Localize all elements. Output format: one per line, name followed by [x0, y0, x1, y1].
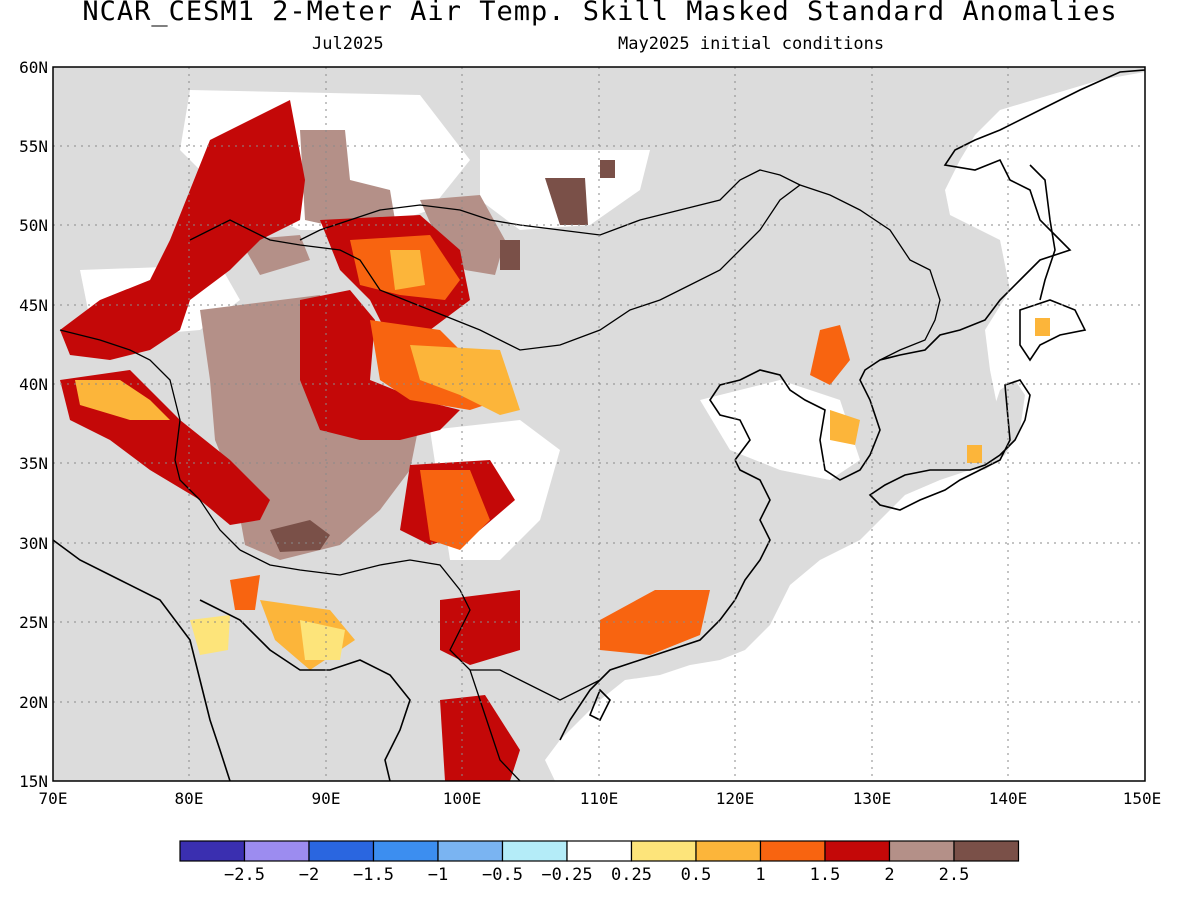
x-tick-label: 70E — [39, 789, 68, 808]
colorbar-label: 2 — [884, 865, 894, 885]
y-tick-label: 40N — [19, 375, 48, 394]
anomaly-0.25-0.5 — [190, 615, 230, 655]
anomaly-above-2.5 — [545, 178, 588, 225]
anomaly-above-2.5 — [600, 160, 615, 178]
colorbar-label: −1.5 — [353, 865, 394, 885]
national-borders — [59, 169, 941, 781]
colorbar-label: 0.5 — [681, 865, 712, 885]
colorbar-swatch — [695, 840, 762, 862]
anomaly-0.5-1 — [410, 345, 520, 415]
colorbar-swatch — [501, 840, 568, 862]
anomaly-0.25-0.5 — [300, 620, 345, 660]
colorbar-swatch — [630, 840, 697, 862]
colorbar: −2.5 −2 −1.5 −1 −0.5 −0.25 0.25 0.5 1 1.5 2 2.5 — [179, 840, 1020, 885]
x-tick-label: 140E — [989, 789, 1028, 808]
y-axis: 15N 20N 25N 30N 35N 40N 45N 50N 55N 60N — [19, 58, 48, 791]
anomaly-0.5-1 — [967, 445, 982, 463]
x-tick-label: 130E — [853, 789, 892, 808]
x-tick-label: 100E — [443, 789, 482, 808]
map-frame — [52, 66, 1146, 782]
y-tick-label: 15N — [19, 772, 48, 791]
colorbar-label: −2.5 — [224, 865, 265, 885]
y-tick-label: 35N — [19, 454, 48, 473]
anomaly-1-1.5 — [420, 470, 490, 550]
colorbar-label: 0.25 — [611, 865, 652, 885]
anomaly-1.5-2 — [300, 290, 460, 440]
anomaly-1.5-2 — [440, 590, 520, 665]
colorbar-swatch — [308, 840, 375, 862]
x-tick-label: 90E — [312, 789, 341, 808]
y-tick-label: 20N — [19, 693, 48, 712]
colorbar-label: −2 — [299, 865, 319, 885]
anomaly-1-1.5 — [810, 325, 850, 385]
anomaly-0.5-1 — [75, 380, 170, 420]
y-tick-label: 30N — [19, 534, 48, 553]
colorbar-swatch — [437, 840, 504, 862]
x-tick-label: 120E — [716, 789, 755, 808]
anomaly-2-2.5 — [300, 130, 395, 230]
gridlines — [53, 67, 1145, 781]
x-axis: 70E 80E 90E 100E 110E 120E 130E 140E 150… — [39, 789, 1162, 808]
colorbar-label: 1.5 — [810, 865, 841, 885]
target-month: Jul2025 — [312, 34, 384, 54]
colorbar-swatch — [179, 840, 246, 862]
colorbar-swatch — [243, 840, 310, 862]
x-tick-label: 150E — [1123, 789, 1162, 808]
y-tick-label: 25N — [19, 613, 48, 632]
anomaly-0.5-1 — [1035, 318, 1050, 336]
anomaly-1.5-2 — [60, 100, 305, 360]
colorbar-label: −1 — [428, 865, 448, 885]
colorbar-swatch — [953, 840, 1020, 862]
colorbar-swatch — [888, 840, 955, 862]
anomaly-above-2.5 — [500, 240, 520, 270]
anomaly-1-1.5 — [230, 575, 260, 610]
colorbar-label: −0.25 — [541, 865, 592, 885]
anomaly-2-2.5 — [240, 235, 310, 275]
masked-white-patch — [700, 380, 860, 480]
y-tick-label: 45N — [19, 296, 48, 315]
anomaly-0.5-1 — [830, 410, 860, 445]
colorbar-label: 2.5 — [939, 865, 970, 885]
colorbar-swatch — [372, 840, 439, 862]
x-tick-label: 110E — [580, 789, 619, 808]
colorbar-swatch — [566, 840, 633, 862]
y-tick-label: 55N — [19, 137, 48, 156]
anomaly-above-2.5 — [270, 520, 330, 552]
x-tick-label: 80E — [175, 789, 204, 808]
colorbar-swatch — [824, 840, 891, 862]
colorbar-swatch — [759, 840, 826, 862]
y-tick-label: 50N — [19, 216, 48, 235]
colorbar-label: 1 — [755, 865, 765, 885]
map-title: NCAR_CESM1 2-Meter Air Temp. Skill Maske… — [82, 0, 1118, 27]
anomaly-0.5-1 — [390, 250, 425, 290]
initial-conditions: May2025 initial conditions — [618, 34, 885, 54]
colorbar-label: −0.5 — [482, 865, 523, 885]
coastlines — [53, 69, 1145, 781]
y-tick-label: 60N — [19, 58, 48, 77]
